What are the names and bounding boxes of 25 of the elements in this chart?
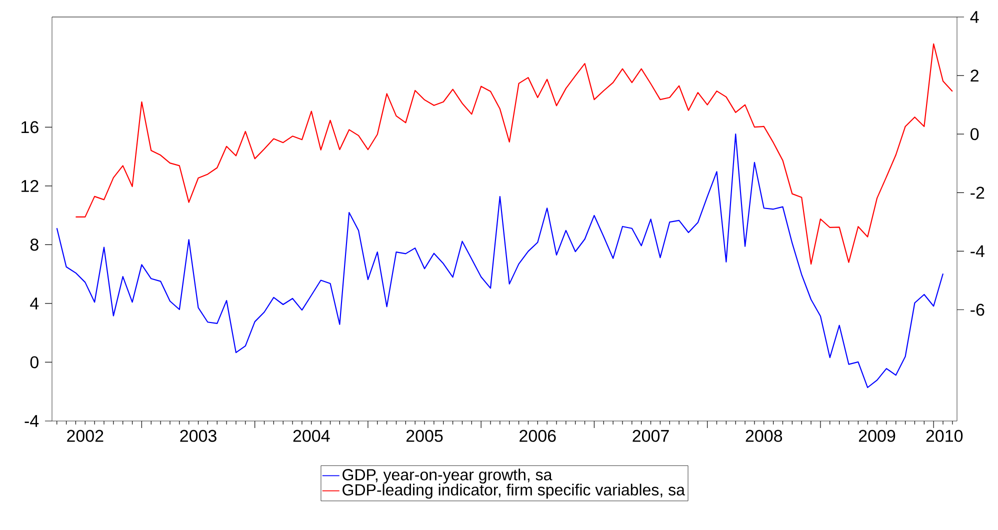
y-tick-label: 4	[30, 298, 39, 310]
x-tick-label: 2004	[293, 430, 330, 442]
legend-label: GDP, year-on-year growth, sa	[342, 468, 552, 484]
y2-tick-label: 4	[970, 11, 979, 23]
y2-tick-label: -6	[970, 304, 984, 316]
y-tick-label: -4	[24, 415, 39, 427]
x-tick-label: 2007	[632, 430, 669, 442]
y-tick-label: 0	[30, 356, 38, 368]
line-series	[75, 43, 953, 265]
x-tick-label: 2006	[520, 430, 556, 442]
y2-tick-label: 0	[970, 128, 979, 140]
x-tick-label: 2003	[180, 430, 216, 442]
x-tick-label: 2008	[746, 430, 782, 442]
x-tick-label: 2002	[67, 430, 104, 442]
y-tick-label: 8	[30, 238, 38, 251]
legend-label: GDP-leading indicator, firm specific variables, sa	[342, 484, 685, 499]
y2-tick-label: 2	[970, 70, 978, 82]
y-tick-label: 12	[22, 180, 38, 192]
x-tick-label: 2010	[926, 430, 963, 442]
y2-tick-label: -2	[970, 186, 984, 199]
y2-tick-label: -4	[970, 245, 984, 258]
x-tick-label: 2009	[858, 430, 896, 442]
line-series	[56, 134, 944, 388]
x-tick-label: 2005	[406, 430, 443, 442]
y-tick-label: 16	[22, 121, 38, 134]
